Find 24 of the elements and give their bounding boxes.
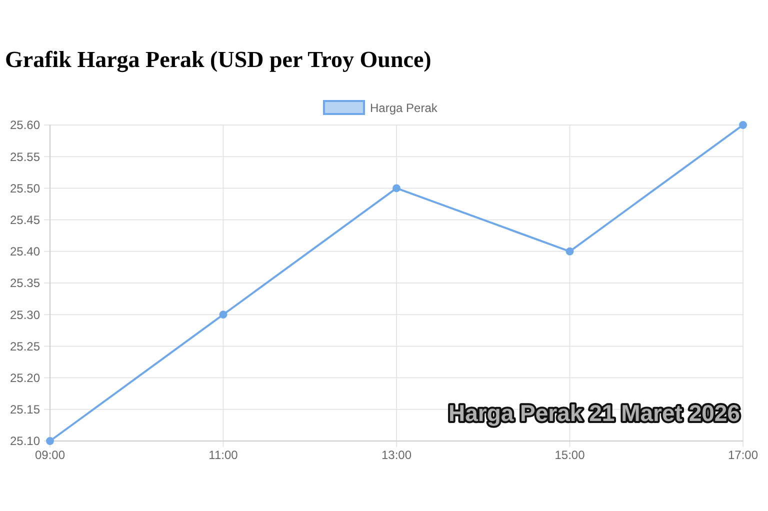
y-tick-label: 25.35	[10, 276, 40, 290]
x-tick-label: 15:00	[554, 448, 586, 462]
y-tick-label: 25.20	[10, 371, 40, 385]
x-tick-label: 11:00	[208, 448, 238, 462]
x-tick-label: 13:00	[381, 448, 412, 462]
y-tick-label: 25.25	[10, 339, 40, 354]
y-tick-label: 25.30	[10, 308, 40, 322]
x-tick-label: 17:00	[728, 448, 758, 462]
y-tick-label: 25.50	[10, 181, 40, 196]
point	[392, 184, 400, 192]
y-tick-label: 25.15	[10, 402, 40, 417]
point	[566, 247, 574, 256]
y-tick-label: 25.10	[10, 434, 40, 448]
chart-title: Grafik Harga Perak (USD per Troy Ounce)	[5, 47, 432, 73]
y-tick-label: 25.55	[10, 150, 40, 164]
x-tick-label: 09:00	[34, 448, 66, 462]
annotation: Harga Perak 21 Maret 2026	[448, 400, 740, 426]
legend-label: Harga Perak	[370, 101, 438, 115]
point	[219, 310, 228, 319]
point	[46, 437, 54, 445]
y-tick-label: 25.45	[10, 213, 40, 227]
point	[739, 121, 747, 129]
y-tick-label: 25.60	[10, 118, 40, 132]
y-tick-label: 25.40	[10, 244, 40, 259]
